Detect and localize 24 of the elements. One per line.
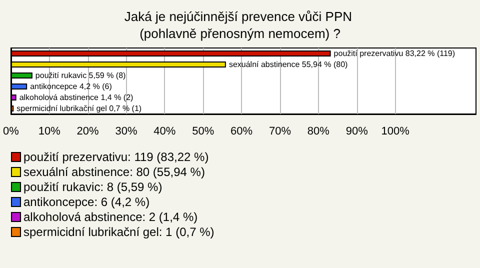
legend-label: antikoncepce: 6 (4,2 %) <box>24 195 150 209</box>
x-tick-label: 50% <box>192 126 214 138</box>
data-label: použití prezervativu 83,22 % (119) <box>334 49 456 58</box>
x-tick-label: 20% <box>76 126 100 138</box>
x-tick-label: 10% <box>38 126 61 138</box>
data-label: antikoncepce 4,2 % (6) <box>30 82 112 91</box>
data-label: sexuální abstinence 55,94 % (80) <box>228 60 348 69</box>
legend-label: použití rukavic: 8 (5,59 %) <box>24 180 162 194</box>
legend-label: alkoholová abstinence: 2 (1,4 %) <box>24 210 198 224</box>
x-tick-label: 80% <box>307 126 330 138</box>
chart-title: Jaká je nejúčinnější prevence vůči PPN (pohlavně přenosným nemocem) ? <box>124 9 356 41</box>
x-tick-label: 30% <box>115 126 138 138</box>
legend-label: použití prezervativu: 119 (83,22 %) <box>24 150 209 164</box>
data-label: použití rukavic 5,59 % (8) <box>35 71 126 80</box>
x-tick-label: 40% <box>154 126 176 138</box>
data-label: alkoholová abstinence 1,4 % (2) <box>19 93 134 102</box>
legend-label: sexuální abstinence: 80 (55,94 %) <box>24 165 205 179</box>
x-tick-label: 0% <box>2 126 20 138</box>
x-tick-label: 70% <box>268 126 292 138</box>
x-tick-label: 60% <box>230 126 253 138</box>
x-tick-label: 100% <box>381 126 410 138</box>
x-tick-label: 90% <box>346 126 368 138</box>
data-label: spermicidní lubrikační gel 0,7 % (1) <box>16 104 142 113</box>
legend-label: spermicidní lubrikační gel: 1 (0,7 %) <box>24 225 214 239</box>
